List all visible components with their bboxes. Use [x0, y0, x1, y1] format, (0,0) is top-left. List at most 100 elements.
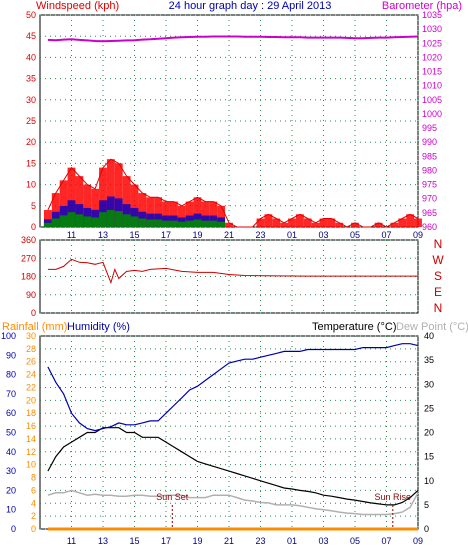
wind-low-bar: [67, 212, 76, 227]
x-tick-label-temp: 15: [129, 536, 139, 546]
wind-gust-bar: [130, 184, 139, 227]
wind-low-bar: [91, 217, 100, 227]
wind-gust-bar: [335, 222, 344, 227]
temp-y-tick: 40: [424, 331, 434, 341]
x-tick-label-wind: 13: [98, 230, 108, 240]
humidity-y-tick: 50: [6, 428, 16, 438]
x-tick-label-temp: 23: [255, 536, 265, 546]
humidity-series-line: [47, 343, 419, 432]
baro-y-tick: 975: [422, 180, 437, 190]
dewpoint-header: Dew Point (°C): [396, 321, 468, 333]
wind-gust-bar: [295, 214, 304, 227]
wind-low-bar: [130, 216, 139, 227]
humidity-y-tick: 60: [6, 408, 16, 418]
baro-y-tick: 970: [422, 194, 437, 204]
x-tick-label-wind: 15: [129, 230, 139, 240]
humidity-y-tick: 30: [6, 466, 16, 476]
windspeed-series-line: [47, 158, 419, 228]
x-tick-label-temp: 13: [98, 536, 108, 546]
x-tick-label-temp: 05: [350, 536, 360, 546]
wind-low-bar: [114, 211, 123, 227]
wind-low-bar: [169, 220, 178, 227]
rain-y-tick: 20: [26, 395, 36, 405]
x-tick-label-temp: 01: [287, 536, 297, 546]
wind-y-tick: 35: [26, 74, 36, 84]
temp-y-tick: 35: [424, 355, 434, 365]
baro-y-tick: 990: [422, 137, 437, 147]
rain-y-tick: 18: [26, 408, 36, 418]
wind-gust-bar: [83, 184, 92, 227]
wind-gust-bar: [106, 159, 115, 227]
humidity-y-tick: 80: [6, 370, 16, 380]
wind-gust-bar: [351, 222, 359, 227]
wind-gust-bar: [280, 222, 289, 227]
wind-gust-bar: [43, 210, 52, 227]
dewpoint-series-line: [47, 489, 419, 516]
temp-y-tick: 0: [424, 524, 429, 534]
wind-gust-bar: [303, 218, 312, 227]
baro-y-tick: 1010: [422, 81, 442, 91]
rain-y-tick: 14: [26, 434, 36, 444]
wind-gust-bar: [99, 167, 107, 227]
wind-low-bar: [209, 220, 218, 227]
compass-label: W: [432, 253, 444, 267]
baro-y-tick: 1035: [422, 10, 442, 20]
wind-low-bar: [138, 218, 147, 227]
series-layer: [43, 35, 422, 531]
wind-low-bar: [193, 219, 202, 227]
rain-y-tick: 16: [26, 421, 36, 431]
temp-y-tick: 5: [424, 500, 429, 510]
wind-low-bar: [59, 215, 68, 227]
wind-gust-bar: [114, 163, 123, 227]
baro-y-tick: 1015: [422, 67, 442, 77]
x-tick-label-wind: 09: [413, 230, 423, 240]
x-tick-label-temp: 09: [413, 536, 423, 546]
barometer-series-line: [47, 35, 419, 43]
wind-gust-bar: [406, 214, 415, 227]
wind-gust-bar: [75, 176, 84, 227]
wind-y-tick: 25: [26, 116, 36, 126]
wind-low-bar: [51, 218, 60, 227]
wind-y-tick: 10: [26, 180, 36, 190]
rain-y-tick: 4: [31, 498, 36, 508]
x-tick-label-wind: 23: [255, 230, 265, 240]
wind-gust-bar: [209, 201, 218, 227]
graph-title: 24 hour graph day : 29 April 2013: [169, 0, 332, 12]
wind-gust-bar: [398, 218, 407, 227]
wind-low-bar: [75, 214, 84, 227]
humidity-y-tick: 70: [6, 389, 16, 399]
wind-gust-bar: [185, 201, 194, 227]
temp-panel-frame: [39, 335, 419, 530]
baro-y-tick: 1030: [422, 24, 442, 34]
wind-low-bar: [162, 220, 170, 227]
wind-low-bar: [146, 219, 155, 227]
wind-gust-bar: [154, 197, 163, 227]
sun-annotation: Sun Set: [156, 492, 189, 502]
wind-gust-bar: [311, 222, 320, 227]
wind-y-tick: 5: [31, 201, 36, 211]
wind-gust-bar: [138, 193, 147, 227]
baro-y-tick: 1005: [422, 95, 442, 105]
direction-y-tick: 90: [26, 290, 36, 300]
wind-gust-bar: [67, 167, 76, 227]
wind-low-bar: [99, 212, 107, 227]
baro-y-tick: 1025: [422, 38, 442, 48]
windspeed-header: Windspeed (kph): [36, 0, 119, 12]
rain-y-tick: 10: [26, 460, 36, 470]
wind-gust-bar: [256, 218, 265, 227]
rain-y-tick: 30: [26, 331, 36, 341]
wind-low-bar: [43, 222, 52, 227]
wind-gust-bar: [374, 222, 383, 227]
grid-layer: [40, 14, 419, 530]
direction-y-tick: 270: [21, 253, 36, 263]
wind-gust-bar: [327, 218, 336, 227]
wind-gust-bar: [414, 218, 422, 227]
wind-y-tick: 15: [26, 158, 36, 168]
rain-y-tick: 26: [26, 357, 36, 367]
wind-low-bar: [217, 221, 226, 227]
wind-gust-bar: [319, 218, 328, 227]
temperature-series-line: [47, 427, 419, 506]
wind-gust-bar: [288, 218, 296, 227]
temp-y-tick: 30: [424, 379, 434, 389]
